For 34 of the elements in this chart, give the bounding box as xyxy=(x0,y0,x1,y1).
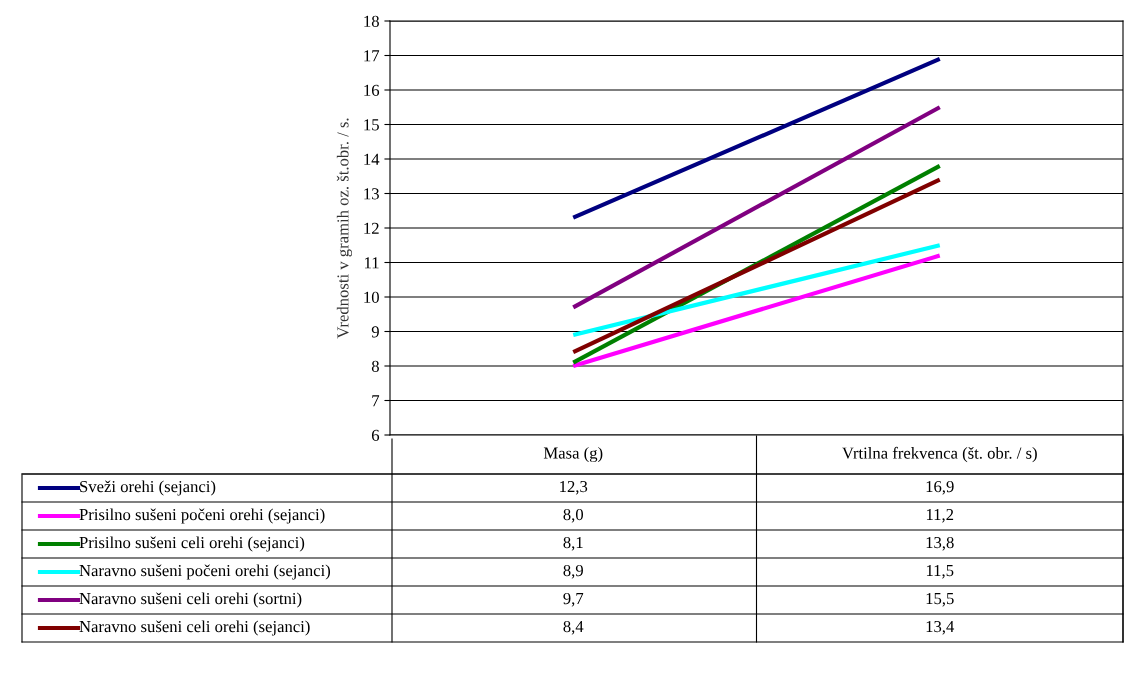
y-tick-label: 17 xyxy=(364,50,380,62)
y-tick-label: 12 xyxy=(364,222,379,234)
x-tick-label: Vrtilna frekvenca (št. obr. / s) xyxy=(842,446,1037,463)
data-label: 13,4 xyxy=(926,620,955,635)
y-tick-label: 14 xyxy=(364,153,380,165)
legend-label: Prisilno sušeni celi orehi (sejanci) xyxy=(79,536,305,552)
y-tick-label: 16 xyxy=(364,84,380,96)
data-label: 11,5 xyxy=(926,565,954,579)
data-label: 15,5 xyxy=(926,593,954,607)
legend-label: Naravno sušeni celi orehi (sejanci) xyxy=(79,620,310,636)
legend-label: Sveži orehi (sejanci) xyxy=(80,480,216,496)
legend-label: Naravno sušeni celi orehi (sortni) xyxy=(79,592,302,608)
y-tick-label: 8 xyxy=(371,360,379,372)
y-tick-label: 7 xyxy=(372,395,380,407)
data-label: 8,1 xyxy=(563,536,583,551)
data-label: 13,8 xyxy=(926,536,954,551)
x-tick-label: Masa (g) xyxy=(543,446,603,463)
y-tick-label: 9 xyxy=(371,326,379,338)
data-label: 16,9 xyxy=(926,480,954,495)
y-tick-label: 10 xyxy=(364,291,379,303)
data-label: 12,3 xyxy=(560,480,588,495)
y-axis-title: Vrednosti v gramih oz. št.obr. / s. xyxy=(336,118,352,339)
y-tick-label: 6 xyxy=(371,429,380,441)
data-label: 8,4 xyxy=(563,620,584,635)
legend-label: Prisilno sušeni počeni orehi (sejanci) xyxy=(79,508,325,524)
data-label: 8,9 xyxy=(563,564,583,579)
y-tick-label: 15 xyxy=(364,119,379,131)
y-tick-label: 11 xyxy=(365,257,379,269)
y-tick-label: 13 xyxy=(364,188,379,200)
y-tick-label: 18 xyxy=(364,15,379,27)
data-label: 9,7 xyxy=(563,592,584,607)
data-label: 8,0 xyxy=(563,508,584,523)
legend-label: Naravno sušeni počeni orehi (sejanci) xyxy=(79,564,331,580)
data-label: 11,2 xyxy=(926,508,954,523)
